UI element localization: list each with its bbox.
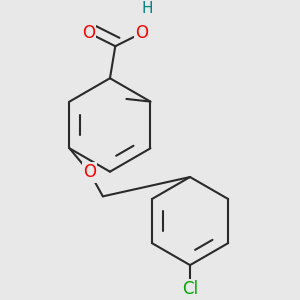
Text: O: O: [136, 24, 148, 42]
Text: H: H: [142, 1, 153, 16]
Text: O: O: [83, 163, 96, 181]
Text: Cl: Cl: [182, 280, 198, 298]
Text: O: O: [82, 24, 95, 42]
